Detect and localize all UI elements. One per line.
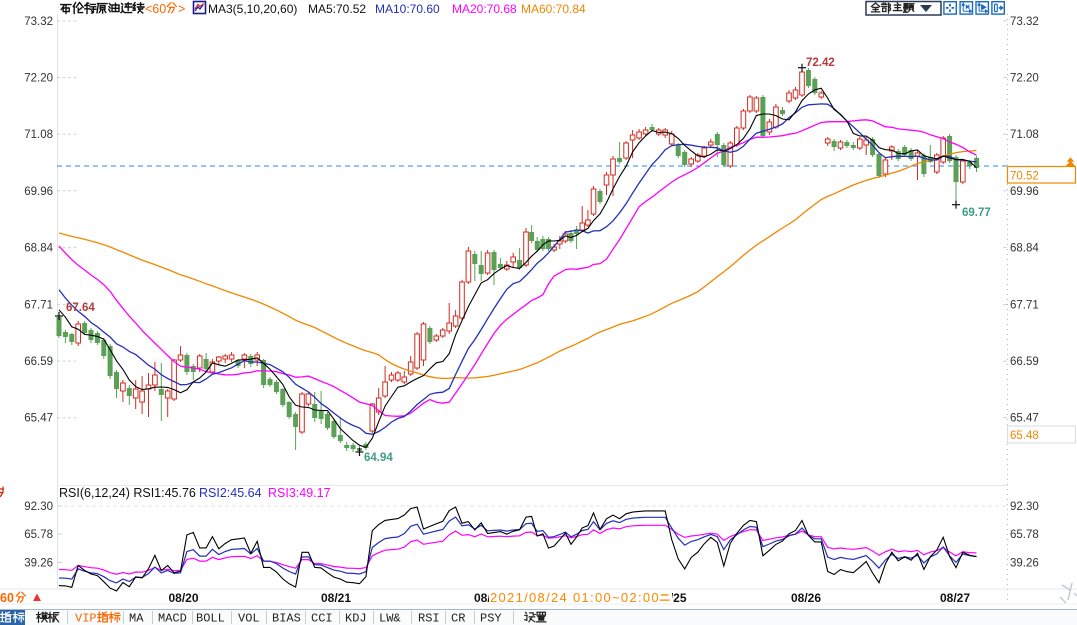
svg-text:65.78: 65.78 (24, 529, 53, 541)
svg-text:60: 60 (0, 591, 14, 605)
svg-text:CR: CR (451, 612, 465, 625)
svg-text:73.32: 73.32 (1010, 16, 1039, 28)
svg-text:MA: MA (129, 612, 144, 625)
svg-text:08/26: 08/26 (791, 591, 821, 605)
svg-text:70.52: 70.52 (1010, 171, 1039, 183)
svg-text:MA20:70.68: MA20:70.68 (452, 2, 517, 16)
svg-text:67.64: 67.64 (66, 302, 95, 314)
svg-text:MA10:70.60: MA10:70.60 (375, 2, 440, 16)
svg-text:VOL: VOL (238, 612, 260, 625)
svg-text:73.32: 73.32 (24, 16, 53, 28)
svg-text:RSI(6,12,24) RSI1:45.76: RSI(6,12,24) RSI1:45.76 (59, 486, 196, 500)
svg-text:65.78: 65.78 (1010, 529, 1039, 541)
svg-text:RSI3:49.17: RSI3:49.17 (268, 486, 331, 500)
svg-text:69.96: 69.96 (1010, 186, 1039, 198)
svg-text:KDJ: KDJ (345, 612, 367, 625)
svg-text:RSI2:45.64: RSI2:45.64 (199, 486, 262, 500)
svg-text:92.30: 92.30 (1010, 501, 1039, 513)
svg-text:65.47: 65.47 (24, 413, 53, 425)
svg-text:71.08: 71.08 (1010, 129, 1039, 141)
svg-text:39.26: 39.26 (24, 558, 53, 570)
svg-text:72.20: 72.20 (24, 73, 53, 85)
svg-text:RSI: RSI (418, 612, 440, 625)
svg-text:69.96: 69.96 (24, 186, 53, 198)
svg-text:72.42: 72.42 (806, 57, 835, 69)
svg-text:08/20: 08/20 (168, 591, 198, 605)
svg-text:66.59: 66.59 (24, 356, 53, 368)
svg-text:08/27: 08/27 (940, 591, 970, 605)
svg-text:71.08: 71.08 (24, 129, 53, 141)
svg-text:PSY: PSY (480, 612, 502, 625)
svg-text:69.77: 69.77 (962, 207, 991, 219)
svg-text:67.71: 67.71 (24, 300, 53, 312)
svg-text:65.48: 65.48 (1010, 430, 1039, 442)
svg-text:MA5:70.52: MA5:70.52 (308, 2, 366, 16)
svg-text:MA3(5,10,20,60): MA3(5,10,20,60) (208, 2, 297, 16)
svg-text:2021/08/24 01:00~02:00: 2021/08/24 01:00~02:00 (490, 590, 660, 605)
svg-text:66.59: 66.59 (1010, 356, 1039, 368)
svg-text:<60: <60 (145, 2, 166, 16)
svg-text:LW&: LW& (379, 612, 401, 625)
svg-text:BIAS: BIAS (272, 612, 301, 625)
svg-text:64.94: 64.94 (364, 452, 393, 464)
svg-text:65.47: 65.47 (1010, 413, 1039, 425)
svg-text:>: > (178, 2, 185, 16)
svg-text:MA60:70.84: MA60:70.84 (521, 2, 586, 16)
svg-text:72.20: 72.20 (1010, 73, 1039, 85)
svg-text:67.71: 67.71 (1010, 300, 1039, 312)
svg-text:68.84: 68.84 (1010, 242, 1039, 254)
svg-text:92.30: 92.30 (24, 501, 53, 513)
svg-text:CCI: CCI (311, 612, 333, 625)
svg-text:08/21: 08/21 (321, 591, 351, 605)
svg-text:BOLL: BOLL (196, 612, 225, 625)
svg-text:VIP: VIP (75, 612, 97, 625)
svg-text:MACD: MACD (158, 612, 187, 625)
svg-text:68.84: 68.84 (24, 242, 53, 254)
svg-text:39.26: 39.26 (1010, 558, 1039, 570)
